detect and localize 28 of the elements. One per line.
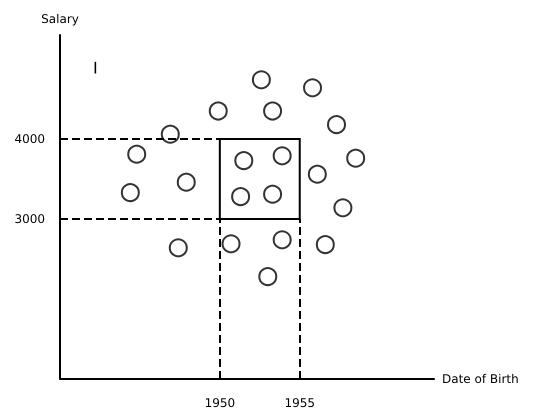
point <box>168 238 188 258</box>
annotation: I <box>93 58 98 78</box>
point <box>316 235 335 254</box>
point <box>272 146 292 166</box>
point <box>160 124 180 144</box>
point <box>252 70 271 90</box>
point <box>346 148 366 168</box>
x-axis-title: Date of Birth <box>442 372 519 386</box>
point <box>120 183 140 202</box>
point <box>176 172 196 192</box>
point <box>263 102 282 120</box>
point <box>208 102 228 120</box>
y-tick-label: 4000 <box>14 132 45 146</box>
point <box>258 267 278 286</box>
point <box>272 230 292 250</box>
point <box>303 78 322 98</box>
point <box>333 198 352 218</box>
point <box>234 151 254 170</box>
point <box>308 164 327 184</box>
point <box>263 184 282 204</box>
point <box>231 187 250 206</box>
point <box>222 234 241 254</box>
x-tick-label: 1950 <box>204 396 236 410</box>
x-tick-label: 1955 <box>284 396 316 410</box>
y-axis-title: Salary <box>41 12 79 26</box>
point <box>327 115 346 134</box>
y-tick-label: 3000 <box>14 212 45 226</box>
point <box>127 144 146 164</box>
